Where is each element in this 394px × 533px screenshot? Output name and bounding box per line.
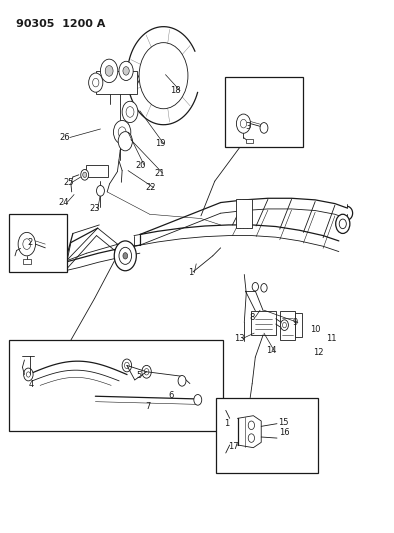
Text: 19: 19 — [156, 140, 166, 148]
Bar — [236, 199, 252, 228]
Circle shape — [118, 132, 132, 151]
Text: 21: 21 — [154, 169, 165, 177]
Text: 7: 7 — [145, 402, 151, 410]
Circle shape — [282, 322, 286, 328]
Bar — [251, 311, 276, 335]
Bar — [225, 77, 303, 147]
Circle shape — [142, 366, 151, 378]
Circle shape — [194, 394, 202, 405]
Circle shape — [83, 172, 87, 177]
Circle shape — [114, 241, 136, 271]
Circle shape — [105, 66, 113, 76]
Circle shape — [339, 219, 346, 229]
Text: 8: 8 — [249, 313, 255, 321]
Text: 24: 24 — [59, 198, 69, 207]
Text: 2: 2 — [27, 238, 32, 247]
Circle shape — [100, 59, 118, 83]
Text: 14: 14 — [266, 346, 276, 355]
Text: 23: 23 — [89, 205, 100, 213]
Circle shape — [89, 73, 103, 92]
Circle shape — [18, 232, 35, 256]
Text: 12: 12 — [313, 349, 323, 357]
Bar — [246, 139, 253, 143]
Text: 3: 3 — [245, 123, 251, 131]
Bar — [9, 214, 67, 272]
Circle shape — [93, 78, 99, 87]
Circle shape — [123, 67, 129, 75]
Circle shape — [252, 282, 258, 291]
Text: 17: 17 — [228, 442, 238, 451]
Text: 4: 4 — [29, 381, 34, 389]
Circle shape — [81, 169, 89, 180]
Text: 22: 22 — [145, 183, 156, 192]
Circle shape — [123, 253, 128, 259]
Text: 1: 1 — [224, 419, 229, 428]
Circle shape — [26, 372, 30, 377]
Text: 5: 5 — [136, 372, 141, 380]
Circle shape — [113, 120, 131, 144]
Bar — [23, 259, 31, 264]
Circle shape — [336, 214, 350, 233]
Bar — [9, 340, 223, 431]
Bar — [280, 311, 295, 340]
Bar — [295, 313, 302, 337]
Text: 1: 1 — [188, 269, 194, 277]
Circle shape — [236, 114, 251, 133]
Text: 20: 20 — [136, 161, 146, 169]
Text: 15: 15 — [278, 418, 288, 426]
Text: 6: 6 — [169, 391, 174, 400]
Circle shape — [139, 43, 188, 109]
Circle shape — [119, 247, 132, 264]
Text: 9: 9 — [292, 318, 297, 327]
Text: 13: 13 — [234, 334, 245, 343]
Circle shape — [126, 107, 134, 117]
Text: 25: 25 — [64, 178, 74, 187]
Text: 26: 26 — [60, 133, 70, 142]
Circle shape — [97, 185, 104, 196]
Text: 16: 16 — [279, 429, 290, 437]
Circle shape — [260, 123, 268, 133]
Circle shape — [122, 359, 132, 372]
Circle shape — [248, 421, 255, 430]
Circle shape — [281, 320, 288, 330]
Circle shape — [178, 375, 186, 386]
Circle shape — [240, 119, 247, 128]
Circle shape — [261, 284, 267, 292]
Bar — [216, 398, 318, 473]
Text: 10: 10 — [310, 325, 320, 334]
Circle shape — [122, 101, 138, 123]
Bar — [86, 165, 108, 177]
Bar — [96, 71, 137, 94]
Circle shape — [248, 434, 255, 442]
Circle shape — [118, 127, 126, 138]
Circle shape — [24, 368, 33, 381]
Circle shape — [23, 239, 31, 249]
Circle shape — [119, 61, 133, 80]
Text: 90305  1200 A: 90305 1200 A — [16, 19, 105, 29]
Text: 18: 18 — [170, 86, 180, 95]
Circle shape — [125, 362, 129, 369]
Text: 11: 11 — [326, 334, 336, 343]
Circle shape — [144, 369, 149, 375]
